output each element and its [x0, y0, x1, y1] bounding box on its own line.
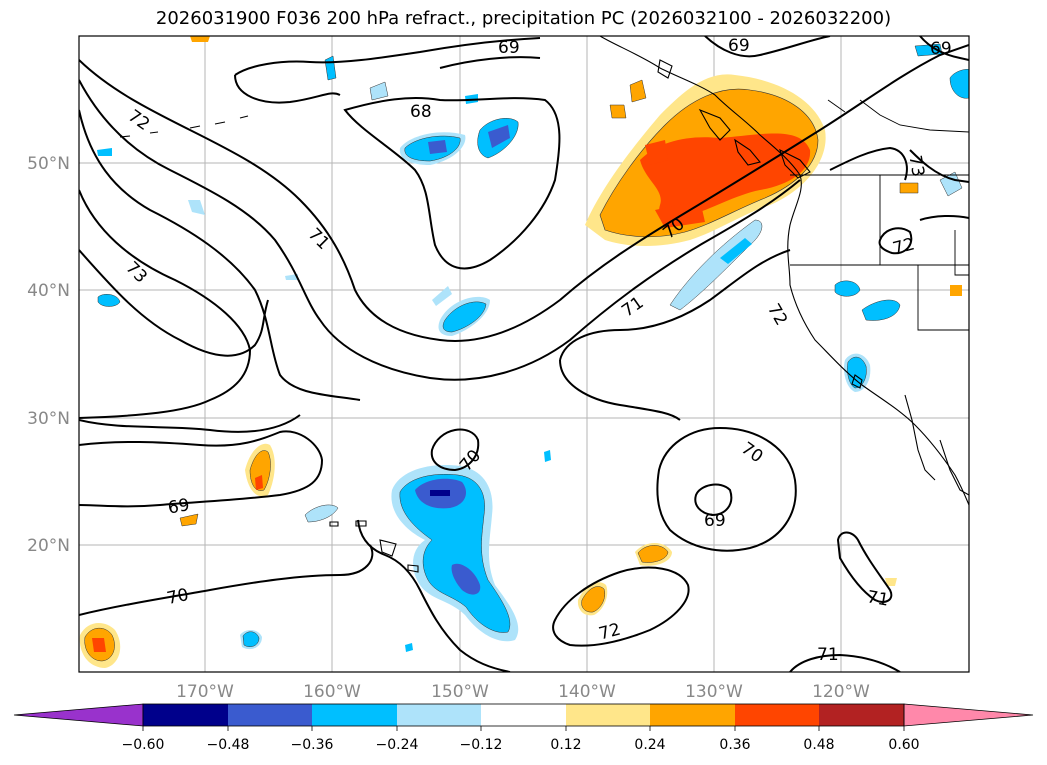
lat-label-20n: 20°N: [27, 536, 70, 556]
contour-label: 69: [704, 511, 726, 531]
refractivity-contours: [79, 36, 969, 672]
longitude-labels: 170°W 160°W 150°W 140°W 130°W 120°W: [176, 682, 870, 702]
lat-label-40n: 40°N: [27, 281, 70, 301]
coastlines: [119, 36, 969, 573]
latitude-labels: 50°N 40°N 30°N 20°N: [27, 154, 70, 556]
map-frame: [78, 35, 970, 673]
colorbar-tick-label: −0.60: [122, 737, 165, 753]
positive-anomaly-ne-pacific: [585, 74, 826, 246]
colorbar-swatch: [312, 704, 397, 726]
colorbar-tick-label: 0.60: [888, 737, 919, 753]
contour-label: 69: [498, 38, 520, 58]
contour-label: 69: [930, 39, 952, 59]
lat-label-30n: 30°N: [27, 409, 70, 429]
contour-label: 71: [817, 645, 839, 665]
contour-label: 68: [410, 102, 432, 122]
colorbar-swatch: [735, 704, 819, 726]
contour-label: 69: [728, 36, 750, 56]
contour-label: 69: [166, 495, 191, 518]
colorbar-tick-label: 0.36: [719, 737, 750, 753]
map-plot-area: [79, 36, 969, 672]
lon-label-160w: 160°W: [303, 682, 361, 702]
lon-label-170w: 170°W: [176, 682, 234, 702]
colorbar: −0.60 −0.48 −0.36 −0.24 −0.12 0.12 0.24 …: [13, 703, 1034, 753]
colorbar-tick-label: 0.48: [803, 737, 834, 753]
colorbar-tick-label: −0.36: [291, 737, 334, 753]
colorbar-swatch: [566, 704, 650, 726]
colorbar-swatch: [650, 704, 735, 726]
contour-label: 73: [904, 154, 927, 179]
map-title: 2026031900 F036 200 hPa refract., precip…: [155, 8, 892, 29]
colorbar-swatch: [143, 704, 228, 726]
lon-label-130w: 130°W: [685, 682, 743, 702]
negative-anomaly-central-pacific: [391, 465, 519, 642]
colorbar-extend-low: [13, 703, 144, 727]
contour-label: 70: [165, 585, 190, 609]
colorbar-tick-label: −0.12: [460, 737, 503, 753]
lon-label-150w: 150°W: [431, 682, 489, 702]
colorbar-swatch: [819, 704, 904, 726]
lat-label-50n: 50°N: [27, 154, 70, 174]
colorbar-tick-label: 0.24: [634, 737, 665, 753]
colorbar-tick-label: −0.24: [376, 737, 419, 753]
political-borders: [790, 99, 969, 331]
colorbar-tick-label: 0.12: [550, 737, 581, 753]
colorbar-tick-label: −0.48: [207, 737, 250, 753]
positive-anomaly-spots: [79, 36, 962, 668]
colorbar-swatch: [397, 704, 481, 726]
contour-label: 71: [865, 587, 890, 610]
colorbar-extend-high: [903, 703, 1034, 727]
colorbar-swatch: [481, 704, 566, 726]
colorbar-swatch: [228, 704, 312, 726]
lon-label-120w: 120°W: [812, 682, 870, 702]
lon-label-140w: 140°W: [558, 682, 616, 702]
